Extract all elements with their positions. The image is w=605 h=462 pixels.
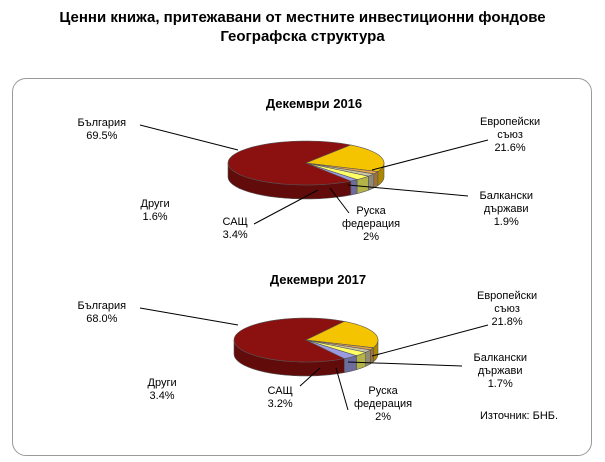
leader-line bbox=[335, 367, 349, 411]
slice-label: Руска федерация 2% bbox=[342, 205, 400, 244]
title-line-2: Географска структура bbox=[220, 28, 385, 45]
leader-line bbox=[139, 124, 239, 151]
pie-slice bbox=[304, 321, 379, 349]
slice-label-name: държави bbox=[483, 203, 529, 215]
slice-label-name: България bbox=[77, 117, 127, 129]
leader-line bbox=[347, 184, 469, 197]
slice-label: Други 1.6% bbox=[141, 198, 170, 224]
slice-label-value: 3.4% bbox=[149, 390, 175, 402]
slice-label-value: 2% bbox=[363, 231, 379, 243]
pie-slice bbox=[305, 339, 367, 357]
slice-label: Европейски съюз 21.6% bbox=[480, 116, 540, 155]
slice-label: САЩ 3.4% bbox=[223, 216, 248, 242]
slice-label-value: 3.2% bbox=[267, 398, 293, 410]
slice-label-name: федерация bbox=[342, 218, 401, 230]
pie-1 bbox=[233, 317, 379, 377]
slice-label-value: 1.9% bbox=[493, 216, 519, 228]
slice-label: Руска федерация 2% bbox=[354, 385, 412, 424]
slice-label-value: 68.0% bbox=[86, 313, 118, 325]
pie-slice bbox=[305, 162, 370, 180]
pie-title-2017: Декември 2017 bbox=[269, 272, 367, 287]
slice-label-name: държави bbox=[477, 365, 523, 377]
title-line-1: Ценни книжа, притежавани от местните инв… bbox=[59, 9, 546, 26]
pie-0 bbox=[227, 140, 385, 200]
slice-label: Други 3.4% bbox=[148, 377, 177, 403]
pie-wall-0 bbox=[350, 179, 358, 196]
slice-label-name: съюз bbox=[497, 129, 523, 141]
leader-line bbox=[329, 187, 350, 214]
slice-label: Балкански държави 1.7% bbox=[474, 352, 527, 391]
leader-line bbox=[299, 367, 321, 387]
pie-slice bbox=[227, 140, 352, 186]
pie-slice bbox=[233, 317, 346, 363]
slice-label-name: Други bbox=[140, 198, 170, 210]
pie-title-2016: Декември 2016 bbox=[265, 96, 363, 111]
slice-label: България 68.0% bbox=[78, 300, 127, 326]
leader-line bbox=[347, 361, 463, 367]
slice-label-value: 1.7% bbox=[487, 378, 513, 390]
slice-label-value: 69.5% bbox=[86, 130, 118, 142]
slice-label-name: САЩ bbox=[267, 385, 293, 397]
leader-line bbox=[253, 189, 319, 225]
slice-label: България 69.5% bbox=[78, 117, 127, 143]
slice-label-value: 21.8% bbox=[491, 316, 523, 328]
slice-label-name: съюз bbox=[494, 303, 520, 315]
leader-line bbox=[139, 307, 239, 326]
slice-label-name: Балкански bbox=[479, 190, 533, 202]
slice-label-value: 3.4% bbox=[222, 229, 248, 241]
slice-label-name: Руска bbox=[356, 205, 386, 217]
source-note: Източник: БНБ. bbox=[480, 410, 559, 422]
slice-label: Балкански държави 1.9% bbox=[480, 190, 533, 229]
chart-main-title: Ценни книжа, притежавани от местните инв… bbox=[0, 8, 605, 46]
slice-label-value: 21.6% bbox=[494, 142, 526, 154]
pie-wall-0 bbox=[373, 170, 379, 189]
slice-label-name: Европейски bbox=[477, 290, 538, 302]
slice-label-name: Балкански bbox=[473, 352, 527, 364]
slice-label-value: 2% bbox=[375, 411, 391, 423]
pie-wall-1 bbox=[365, 349, 371, 367]
leader-line bbox=[371, 324, 489, 357]
pie-slice bbox=[305, 339, 358, 359]
slice-label-name: федерация bbox=[354, 398, 413, 410]
leader-line bbox=[371, 139, 489, 171]
slice-label-name: САЩ bbox=[222, 216, 248, 228]
slice-label: Европейски съюз 21.8% bbox=[477, 290, 537, 329]
pie-slice bbox=[305, 162, 359, 182]
slice-label-value: 1.6% bbox=[142, 211, 168, 223]
slice-label-name: Други bbox=[147, 377, 177, 389]
slice-label-name: Европейски bbox=[480, 116, 541, 128]
slice-label-name: Руска bbox=[368, 385, 398, 397]
slice-label: САЩ 3.2% bbox=[268, 385, 293, 411]
slice-label-name: България bbox=[77, 300, 127, 312]
